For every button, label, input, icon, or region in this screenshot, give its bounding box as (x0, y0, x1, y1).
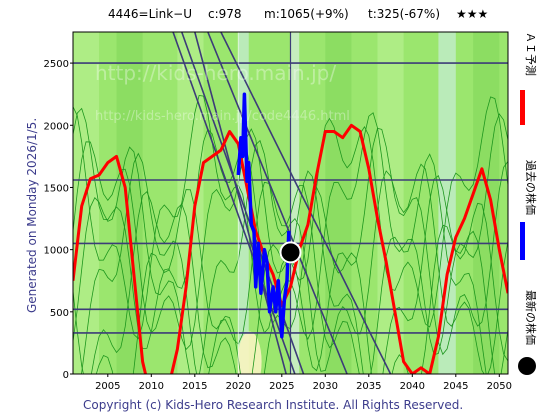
legend-forecast-label: ＡＩ予測 (524, 32, 538, 76)
x-tick-label: 2040 (400, 381, 425, 392)
y-axis: 0 500 1000 1500 2000 2500 (44, 59, 73, 381)
y-tick-label: 2500 (44, 59, 69, 70)
current-marker-group (279, 241, 302, 264)
legend-latest-label: 最新の株価 (524, 290, 538, 345)
background-band (290, 32, 300, 374)
watermark: http://kids-hero.main.jp/ http://kids-he… (95, 61, 350, 124)
background-band (473, 32, 500, 374)
generated-date: Generated on Monday 2026/1/5. (25, 118, 39, 313)
x-tick-label: 2045 (443, 381, 468, 392)
horizontal-levels (73, 32, 508, 374)
x-tick-label: 2005 (95, 381, 120, 392)
highlight-blob (237, 331, 262, 374)
trend-line (207, 32, 348, 374)
x-tick-label: 2035 (356, 381, 381, 392)
background-band (377, 32, 404, 374)
legend-past-label: 過去の株価 (524, 160, 538, 215)
y-tick-label: 2000 (44, 121, 69, 132)
header: 4446=Link−U c:978 m:1065(+9%) t:325(-67%… (108, 7, 488, 21)
background-band (238, 32, 249, 374)
x-tick-label: 2030 (313, 381, 338, 392)
past-line (236, 92, 291, 339)
x-tick-label: 2020 (226, 381, 251, 392)
trend-line (172, 32, 296, 374)
trend-line (194, 32, 287, 374)
x-tick-label: 2050 (487, 381, 512, 392)
max-price: m:1065(+9%) (264, 7, 349, 21)
x-axis: 2005 2010 2015 2020 2025 2030 2035 2040 2045 2050 (72, 31, 512, 392)
stock-code-name: 4446=Link−U (108, 7, 192, 21)
current-price: c:978 (208, 7, 242, 21)
y-tick-label: 1500 (44, 183, 69, 194)
legend-latest-swatch (518, 357, 536, 375)
y-tick-label: 1000 (44, 246, 69, 257)
background-band (73, 32, 100, 374)
rating-stars: ★★★ (456, 7, 488, 21)
x-tick-label: 2010 (139, 381, 164, 392)
watermark-url: http://kids-hero.main.jp/ (95, 61, 336, 85)
plot-area: http://kids-hero.main.jp/ http://kids-he… (73, 32, 508, 374)
background-band (325, 32, 352, 374)
background-band (438, 32, 456, 374)
legend-forecast-swatch (520, 90, 525, 125)
x-tick-label: 2015 (182, 381, 207, 392)
current-price-marker (279, 241, 302, 264)
legend-past-swatch (520, 222, 525, 260)
y-tick-label: 500 (50, 308, 69, 319)
series (73, 92, 508, 374)
side-legend: ＡＩ予測 過去の株価 最新の株価 (518, 32, 538, 375)
target-price: t:325(-67%) (368, 7, 440, 21)
watermark-url-page: http://kids-hero.main.jp/code4446.html (95, 109, 350, 124)
background-bands (73, 32, 500, 374)
x-tick-label: 2025 (269, 381, 294, 392)
trend-line (220, 32, 392, 374)
y-tick-label: 0 (63, 370, 69, 381)
plot-frame (72, 31, 509, 375)
forecast-line (73, 123, 508, 374)
copyright: Copyright (c) Kids-Hero Research Institu… (83, 398, 463, 412)
